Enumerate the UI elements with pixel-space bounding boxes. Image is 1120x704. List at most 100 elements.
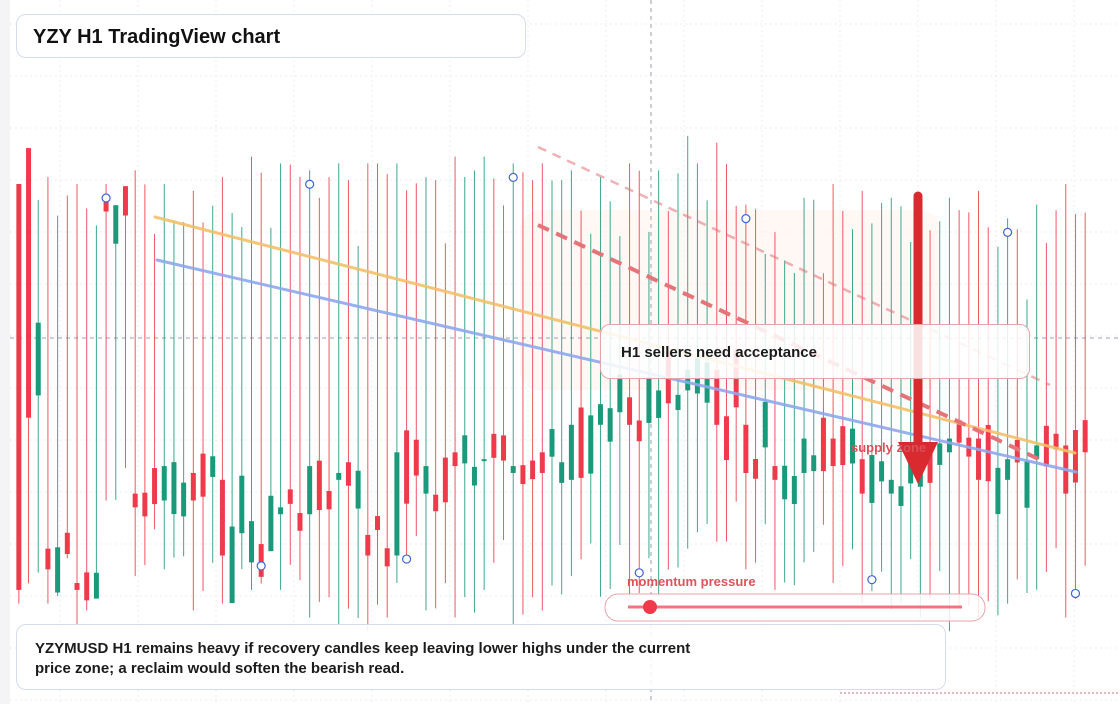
candle-bull (462, 435, 468, 464)
candle-bull (549, 429, 555, 457)
annotation-note-text: H1 sellers need acceptance (621, 344, 817, 361)
candle-bear (491, 433, 497, 458)
candle-bear (452, 452, 458, 467)
candle-bull (656, 390, 662, 418)
candle-bull (850, 428, 856, 464)
candle-bull (210, 456, 216, 477)
candle-bull (1005, 459, 1011, 480)
candle-bear (743, 424, 749, 473)
candle-bull (946, 438, 952, 453)
candle-bear (501, 435, 507, 461)
signal-marker (1003, 227, 1013, 237)
dashed-resistance-line[interactable] (537, 223, 1046, 464)
signal-markers (101, 172, 1081, 599)
candle-bear (1053, 433, 1059, 450)
candle-bull (510, 466, 516, 473)
candle-bull (55, 547, 61, 593)
candle-bear (1082, 420, 1088, 453)
candle-bear (753, 458, 759, 479)
candle-bull (597, 404, 603, 425)
title-card: YZY H1 TradingView chart (16, 14, 526, 58)
candle-bull (239, 475, 245, 534)
candle-bear (404, 430, 410, 504)
signal-marker (1070, 588, 1081, 599)
candle-bull (1024, 460, 1030, 508)
candle-bull (646, 377, 652, 423)
candle-bull (801, 438, 807, 473)
candle-bull (355, 470, 361, 509)
candle-bull (113, 205, 119, 244)
candle-bull (937, 443, 943, 465)
candle-bull (685, 369, 691, 391)
annotation-note[interactable]: H1 sellers need acceptance (600, 324, 1030, 379)
signal-marker (508, 172, 518, 182)
left-scale-strip (0, 0, 10, 704)
signal-marker (867, 575, 877, 585)
candle-bear (142, 492, 148, 517)
momentum-slider-knob[interactable] (643, 600, 657, 614)
candle-bear (190, 472, 196, 501)
candle-bear (64, 532, 70, 555)
signal-marker (101, 193, 111, 203)
momentum-slider[interactable] (604, 593, 986, 622)
candle-bull (782, 465, 788, 500)
candle-bear (520, 465, 526, 485)
candle-bull (481, 459, 487, 462)
candle-bear (384, 548, 390, 567)
candle-bull (336, 472, 342, 480)
candle-bull (559, 462, 565, 483)
bearish-arrow-head (898, 442, 938, 484)
page-title: YZY H1 TradingView chart (33, 26, 281, 48)
candle-bear (219, 479, 225, 556)
candle-bear (345, 462, 351, 486)
candle-bear (287, 489, 293, 504)
candle-bull (908, 454, 914, 484)
candle-bear (714, 369, 720, 425)
candle-bear (772, 466, 778, 480)
candle-bull (568, 424, 574, 480)
candle-bull (675, 394, 681, 411)
momentum-pressure-label: momentum pressure (627, 574, 756, 589)
candle-bear (84, 572, 90, 601)
candle-bear (530, 460, 536, 480)
candle-bear (442, 457, 448, 503)
candle-bull (161, 466, 167, 501)
candle-bear (316, 460, 322, 510)
candle-bull (811, 455, 817, 472)
candle-bear (1072, 430, 1078, 483)
signal-marker (401, 554, 412, 564)
candle-bear (830, 438, 836, 467)
candle-bear (636, 420, 642, 442)
candle-bull (704, 362, 710, 403)
candle-bear (258, 544, 264, 577)
candle-bull (1034, 445, 1040, 460)
candle-bear (132, 493, 138, 508)
candle-bull (995, 467, 1001, 515)
candle-bear (820, 417, 826, 472)
candle-bull (248, 521, 254, 563)
candle-bull (307, 466, 313, 515)
candle-series (16, 135, 1088, 632)
summary-text: YZYMUSD H1 remains heavy if recovery can… (35, 640, 691, 677)
candle-bull (171, 462, 177, 515)
candle-bear (956, 420, 962, 443)
candle-bull (35, 322, 41, 396)
signal-marker (305, 179, 315, 189)
candle-bull (888, 479, 894, 494)
candle-bear (627, 397, 633, 425)
candle-bull (93, 572, 99, 599)
candle-bear (122, 186, 128, 216)
candle-bull (607, 408, 613, 442)
candle-bear (74, 583, 80, 590)
candle-bear (723, 416, 729, 461)
candle-bear (26, 148, 32, 418)
signal-marker (741, 214, 751, 224)
signal-marker (634, 568, 644, 578)
candle-bear (578, 407, 584, 478)
candle-bear (413, 439, 419, 476)
candle-bear (375, 516, 381, 530)
candle-bear (433, 494, 439, 512)
candle-bear (859, 459, 865, 494)
candle-bull (471, 466, 477, 486)
candle-bull (278, 507, 284, 515)
